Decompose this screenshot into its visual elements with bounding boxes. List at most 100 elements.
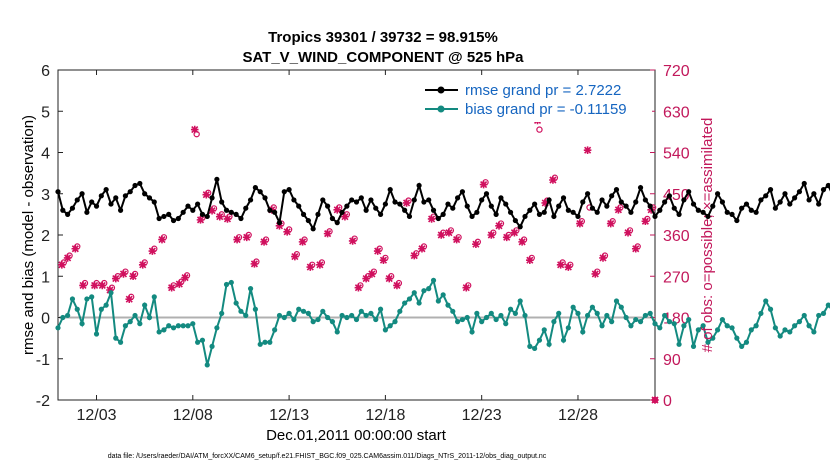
- bias-point: [117, 339, 124, 345]
- bias-point: [440, 292, 446, 298]
- y2-tick-label: 90: [663, 352, 681, 369]
- rmse-point: [445, 201, 451, 207]
- bias-point: [108, 290, 114, 296]
- rmse-point: [392, 199, 398, 205]
- rmse-point: [459, 189, 466, 195]
- obs-assimilated-glyph: [651, 396, 659, 404]
- rmse-point: [281, 189, 287, 195]
- bias-point: [397, 308, 403, 314]
- obs-assimilated-marker: [348, 237, 357, 245]
- bias-point: [618, 304, 624, 310]
- rmse-point: [421, 199, 427, 205]
- bias-point: [426, 286, 432, 292]
- obs-assimilated-glyph: [348, 237, 357, 245]
- bias-point: [695, 327, 701, 333]
- rmse-point: [377, 211, 384, 217]
- x-tick-label: 12/23: [462, 407, 502, 424]
- obs-assimilated-glyph: [556, 260, 565, 269]
- rmse-point: [349, 197, 355, 203]
- obs-assimilated-marker: [462, 283, 471, 292]
- obs-assimilated-marker: [556, 260, 565, 269]
- obs-assimilated-glyph: [63, 254, 72, 262]
- obs-assimilated-marker: [333, 205, 342, 214]
- rmse-point: [209, 195, 215, 201]
- bias-point: [113, 335, 119, 341]
- obs-assimilated-glyph: [462, 283, 471, 292]
- obs-possible-marker: [536, 126, 543, 133]
- bias-point: [503, 321, 509, 327]
- obs-assimilated-marker: [175, 280, 184, 288]
- y2-tick-label: 540: [663, 146, 690, 163]
- chart-subtitle: SAT_V_WIND_COMPONENT @ 525 hPa: [242, 49, 524, 66]
- bias-point: [344, 314, 350, 321]
- bias-point: [671, 321, 677, 327]
- bias-point: [296, 306, 302, 312]
- rmse-point: [455, 195, 461, 201]
- rmse-point: [633, 199, 639, 205]
- bias-point: [532, 345, 538, 352]
- rmse-point: [676, 211, 682, 217]
- obs-assimilated-marker: [190, 125, 199, 134]
- rmse-point: [195, 201, 201, 207]
- obs-assimilated-marker: [111, 274, 120, 283]
- obs-assimilated-glyph: [393, 281, 401, 290]
- bias-point: [402, 300, 408, 306]
- bias-point: [358, 308, 364, 314]
- rmse-point: [580, 199, 586, 205]
- bias-point: [662, 312, 668, 319]
- rmse-point: [532, 201, 538, 207]
- y-tick-label: -1: [36, 352, 50, 369]
- bias-point: [69, 296, 76, 302]
- rmse-point: [214, 176, 220, 182]
- rmse-point: [74, 197, 80, 203]
- bias-point: [825, 302, 830, 308]
- obs-assimilated-marker: [410, 251, 419, 260]
- obs-assimilated-glyph: [106, 286, 114, 294]
- rmse-point: [185, 203, 191, 209]
- rmse-point: [243, 205, 249, 211]
- rmse-point: [79, 191, 85, 197]
- bias-point: [777, 333, 783, 339]
- obs-assimilated-marker: [90, 281, 99, 290]
- obs-assimilated-marker: [181, 273, 189, 282]
- rmse-point: [411, 197, 417, 203]
- obs-assimilated-glyph: [250, 260, 259, 268]
- rmse-point: [247, 197, 254, 203]
- bias-point: [223, 281, 230, 288]
- bias-point: [334, 329, 340, 335]
- obs-assimilated-glyph: [275, 222, 284, 230]
- obs-assimilated-marker: [472, 240, 480, 248]
- obs-assimilated-glyph: [427, 215, 436, 223]
- obs-assimilated-glyph: [549, 176, 557, 184]
- rmse-point: [705, 213, 711, 220]
- obs-assimilated-glyph: [129, 272, 137, 281]
- rmse-point: [353, 199, 360, 205]
- rmse-point: [329, 215, 336, 222]
- obs-assimilated-marker: [119, 270, 128, 278]
- obs-assimilated-marker: [148, 247, 157, 255]
- bias-point: [368, 310, 374, 316]
- obs-assimilated-glyph: [502, 233, 511, 242]
- bias-point: [247, 286, 254, 292]
- rmse-point: [584, 191, 591, 197]
- rmse-point: [363, 207, 369, 213]
- obs-assimilated-glyph: [641, 217, 650, 226]
- bias-point: [79, 321, 85, 327]
- bias-point: [507, 306, 514, 312]
- bias-point: [796, 319, 803, 325]
- bias-point: [483, 314, 490, 321]
- rmse-point: [103, 187, 109, 193]
- obs-assimilated-marker: [63, 254, 72, 262]
- rmse-point: [98, 193, 104, 199]
- rmse-point: [387, 187, 393, 193]
- rmse-point: [560, 195, 567, 201]
- bias-point: [214, 325, 220, 331]
- bias-point: [527, 343, 533, 349]
- y-axis-label: rmse and bias (model - observation): [20, 115, 37, 355]
- obs-assimilated-marker: [129, 272, 137, 281]
- y2-tick-label: 270: [663, 269, 690, 286]
- x-tick-label: 12/13: [269, 407, 309, 424]
- bias-point: [315, 316, 321, 323]
- rmse-point: [541, 209, 547, 215]
- obs-assimilated-marker: [576, 219, 584, 228]
